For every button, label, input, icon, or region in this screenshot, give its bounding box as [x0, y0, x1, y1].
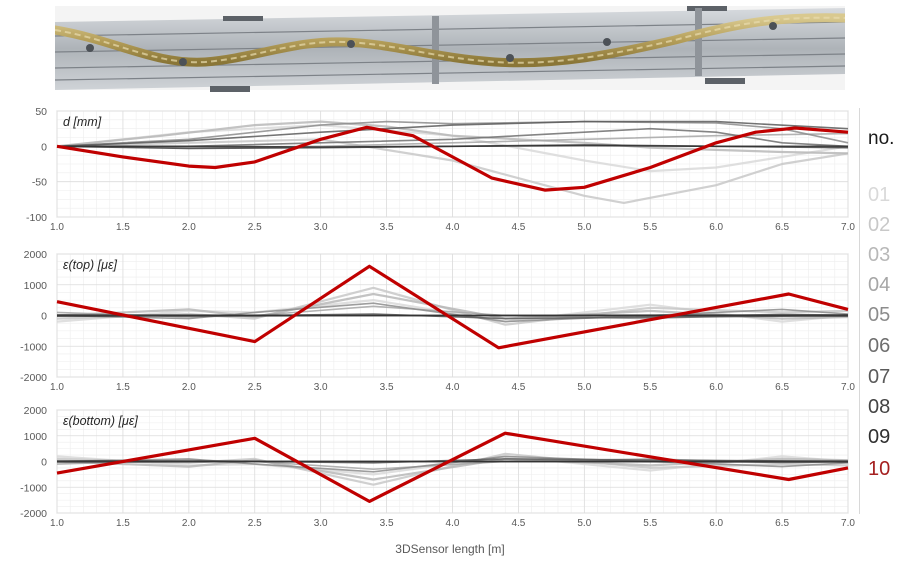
- y-tick-label: 0: [41, 311, 47, 323]
- y-tick-label: 0: [41, 457, 47, 469]
- series-line-05: [56, 455, 849, 473]
- legend-item-05: 05: [868, 304, 891, 326]
- x-tick-label: 2.5: [248, 518, 262, 529]
- x-tick-label: 7.0: [841, 382, 855, 393]
- y-tick-label: 50: [35, 106, 47, 118]
- sensor-rail-photo: [55, 6, 845, 92]
- x-tick-label: 5.5: [643, 382, 657, 393]
- x-tick-label: 1.5: [116, 382, 130, 393]
- legend-item-10: 10: [868, 458, 891, 480]
- y-tick-label: -50: [32, 177, 47, 189]
- series-line-09: [56, 314, 849, 317]
- x-axis-label: 3DSensor length [m]: [395, 542, 504, 556]
- series-line-03: [56, 292, 849, 320]
- x-tick-label: 4.5: [511, 222, 525, 233]
- x-tick-label: 6.0: [709, 222, 723, 233]
- legend-item-03: 03: [868, 244, 891, 266]
- x-tick-label: 3.5: [380, 518, 394, 529]
- y-tick-label: 0: [41, 141, 47, 153]
- y-tick-label: -100: [26, 212, 47, 224]
- legend-item-02: 02: [868, 214, 891, 236]
- x-tick-label: 6.5: [775, 222, 789, 233]
- x-tick-label: 2.5: [248, 222, 262, 233]
- y-tick-label: 1000: [24, 280, 48, 292]
- x-tick-label: 1.0: [50, 222, 64, 233]
- x-tick-label: 4.5: [511, 382, 525, 393]
- x-tick-label: 5.5: [643, 222, 657, 233]
- x-tick-label: 1.0: [50, 518, 64, 529]
- series-line-05: [56, 302, 849, 323]
- x-tick-label: 4.5: [511, 518, 525, 529]
- x-tick-label: 1.0: [50, 382, 64, 393]
- x-tick-label: 6.0: [709, 382, 723, 393]
- x-tick-label: 2.0: [182, 518, 196, 529]
- x-tick-label: 3.5: [380, 382, 394, 393]
- x-tick-label: 5.5: [643, 518, 657, 529]
- legend-item-01: 01: [868, 184, 891, 206]
- y-tick-label: -2000: [20, 508, 47, 520]
- series-line-06: [57, 127, 849, 148]
- x-tick-label: 4.0: [446, 518, 460, 529]
- x-tick-label: 1.5: [116, 518, 130, 529]
- x-tick-label: 7.0: [841, 518, 855, 529]
- x-tick-label: 6.0: [709, 518, 723, 529]
- y-tick-label: -2000: [20, 372, 47, 384]
- y-axis-label: d [mm]: [63, 115, 102, 129]
- legend-divider: [859, 108, 860, 514]
- series-line-10: [56, 431, 849, 503]
- y-tick-label: -1000: [20, 341, 47, 353]
- legend-title: no.: [868, 128, 895, 149]
- series-line-09: [57, 144, 848, 148]
- x-tick-label: 4.0: [446, 382, 460, 393]
- x-tick-label: 2.5: [248, 382, 262, 393]
- series-line-05: [56, 120, 849, 148]
- y-tick-label: -1000: [20, 482, 47, 494]
- charts-panel: 1.0 1.5 2.0 2.5 3.0 3.5 4.0 4.5 5.0 5.5 6.0 6.5 7.0 5…: [20, 106, 855, 556]
- x-tick-label: 6.5: [775, 518, 789, 529]
- y-tick-label: 1000: [24, 431, 48, 443]
- series-line-07: [56, 120, 849, 148]
- displacement-chart: 1.0 1.5 2.0 2.5 3.0 3.5 4.0 4.5 5.0 5.5 6.0 6.5 7.0 5…: [26, 106, 855, 233]
- series-line-03: [56, 457, 849, 481]
- x-tick-label: 3.0: [314, 222, 328, 233]
- series-line-09: [56, 460, 849, 463]
- x-tick-label: 7.0: [841, 222, 855, 233]
- x-tick-label: 3.0: [314, 382, 328, 393]
- series-line-02: [56, 138, 849, 204]
- series-line-01: [56, 123, 849, 173]
- series-line-10: [56, 264, 849, 350]
- legend-item-06: 06: [868, 335, 891, 357]
- legend-item-07: 07: [868, 366, 891, 388]
- legend-item-04: 04: [868, 274, 891, 296]
- y-tick-label: 2000: [24, 405, 48, 417]
- x-tick-label: 3.0: [314, 518, 328, 529]
- y-tick-label: 2000: [24, 249, 48, 261]
- x-tick-label: 2.0: [182, 382, 196, 393]
- y-axis-label: ε(bottom) [με]: [63, 414, 138, 428]
- x-tick-label: 5.0: [577, 222, 591, 233]
- x-tick-label: 6.5: [775, 382, 789, 393]
- strain-bottom-chart: 1.0 1.5 2.0 2.5 3.0 3.5 4.0 4.5 5.0 5.5 6.0 6.5 7.0 2…: [20, 405, 855, 529]
- x-tick-label: 5.0: [577, 382, 591, 393]
- x-tick-label: 2.0: [182, 222, 196, 233]
- legend-item-09: 09: [868, 426, 891, 448]
- series-line-10: [56, 125, 849, 192]
- x-tick-label: 4.0: [446, 222, 460, 233]
- strain-top-chart: 1.0 1.5 2.0 2.5 3.0 3.5 4.0 4.5 5.0 5.5 6.0 6.5 7.0 2…: [20, 249, 855, 393]
- x-tick-label: 3.5: [380, 222, 394, 233]
- legend-item-08: 08: [868, 396, 891, 418]
- x-tick-label: 5.0: [577, 518, 591, 529]
- x-tick-label: 1.5: [116, 222, 130, 233]
- y-axis-label: ε(top) [με]: [63, 258, 117, 272]
